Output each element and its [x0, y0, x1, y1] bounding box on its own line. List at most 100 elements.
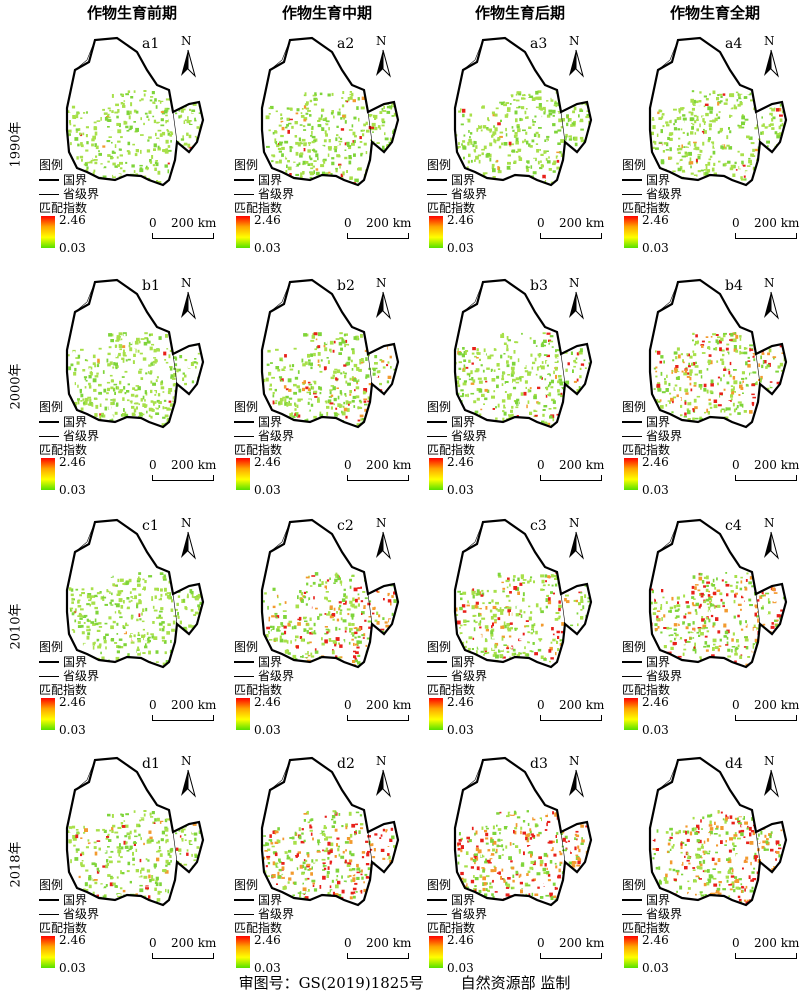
legend-provincial-label: 省级界: [63, 187, 100, 201]
legend-provincial-label: 省级界: [451, 669, 488, 683]
national-boundary-line: [648, 278, 788, 429]
national-boundary-line: [453, 756, 593, 907]
colorbar-min: 0.03: [254, 241, 281, 255]
national-boundary-symbol: [39, 661, 59, 663]
scale-distance: 200 km: [171, 458, 217, 472]
legend-national-boundary: 国界: [234, 655, 354, 669]
legend-national-label: 国界: [258, 415, 283, 429]
map-legend: 图例 国界 省级界 匹配指数 2.46 0.03: [234, 158, 354, 255]
scale-distance: 200 km: [754, 458, 800, 472]
colorbar-min: 0.03: [447, 723, 474, 737]
national-boundary-line: [260, 518, 400, 669]
match-index-colorbar: [41, 698, 55, 730]
legend-provincial-label: 省级界: [451, 187, 488, 201]
legend-national-label: 国界: [646, 415, 671, 429]
legend-provincial-boundary: 省级界: [39, 669, 159, 683]
national-boundary-line: [260, 36, 400, 187]
match-index-colorbar: [41, 458, 55, 490]
map-legend: 图例 国界 省级界 匹配指数 2.46 0.03: [622, 400, 742, 497]
colorbar-min: 0.03: [254, 723, 281, 737]
colorbar-max: 2.46: [254, 695, 281, 709]
map-panel: a2 N 图例 国界 省级界 匹配指数 2.46 0.03 0 200 km: [232, 30, 427, 265]
colorbar-max: 2.46: [254, 933, 281, 947]
legend-provincial-boundary: 省级界: [39, 429, 159, 443]
scale-bar: 0 200 km: [149, 458, 239, 488]
legend-provincial-boundary: 省级界: [622, 429, 742, 443]
colorbar-max: 2.46: [254, 213, 281, 227]
colorbar-min: 0.03: [59, 723, 86, 737]
north-label: N: [764, 516, 775, 530]
legend-provincial-boundary: 省级界: [234, 669, 354, 683]
scale-distance: 200 km: [754, 216, 800, 230]
scale-bar-line: [735, 233, 797, 239]
national-boundary-symbol: [622, 661, 642, 663]
region-fill: [650, 38, 786, 185]
scale-zero: 0: [344, 936, 352, 950]
region-map: [260, 36, 400, 187]
colorbar-max: 2.46: [642, 933, 669, 947]
legend-national-label: 国界: [451, 415, 476, 429]
colorbar-max: 2.46: [59, 213, 86, 227]
match-index-colorbar: [624, 698, 638, 730]
legend-index-title: 匹配指数: [234, 443, 283, 457]
legend-title: 图例: [622, 640, 647, 654]
provincial-boundary-symbol: [427, 436, 447, 437]
scale-bar: 0 200 km: [732, 936, 809, 966]
national-boundary-symbol: [39, 421, 59, 423]
region-map: [648, 36, 788, 187]
scale-bar-line: [540, 715, 602, 721]
north-arrow-icon: N: [372, 34, 394, 80]
scale-zero: 0: [537, 458, 545, 472]
colorbar-min: 0.03: [59, 961, 86, 975]
provincial-boundary-symbol: [234, 194, 254, 195]
legend-provincial-boundary: 省级界: [427, 429, 547, 443]
region-map: [65, 278, 205, 429]
match-index-colorbar: [429, 458, 443, 490]
legend-national-boundary: 国界: [234, 415, 354, 429]
scale-distance: 200 km: [366, 458, 412, 472]
map-legend: 图例 国界 省级界 匹配指数 2.46 0.03: [622, 878, 742, 975]
north-label: N: [376, 34, 387, 48]
match-index-colorbar: [41, 936, 55, 968]
region-map: [453, 36, 593, 187]
map-footer: 审图号：GS(2019)1825号 自然资源部 监制: [0, 972, 809, 993]
scale-distance: 200 km: [171, 216, 217, 230]
legend-national-boundary: 国界: [234, 173, 354, 187]
legend-index-title: 匹配指数: [622, 201, 671, 215]
legend-national-boundary: 国界: [39, 655, 159, 669]
national-boundary-symbol: [234, 421, 254, 423]
legend-index-title: 匹配指数: [234, 683, 283, 697]
scale-bar-line: [152, 953, 214, 959]
map-legend: 图例 国界 省级界 匹配指数 2.46 0.03: [39, 158, 159, 255]
provincial-boundary-symbol: [39, 914, 59, 915]
scale-bar: 0 200 km: [149, 698, 239, 728]
legend-national-boundary: 国界: [39, 415, 159, 429]
match-index-colorbar: [624, 936, 638, 968]
legend-provincial-label: 省级界: [258, 187, 295, 201]
legend-index-title: 匹配指数: [427, 921, 476, 935]
legend-provincial-label: 省级界: [63, 429, 100, 443]
scale-bar-line: [735, 715, 797, 721]
provincial-boundary-line: [657, 281, 761, 385]
legend-national-label: 国界: [63, 655, 88, 669]
legend-index-title: 匹配指数: [39, 921, 88, 935]
region-fill: [650, 520, 786, 667]
north-label: N: [569, 516, 580, 530]
legend-national-label: 国界: [646, 655, 671, 669]
provincial-boundary-symbol: [427, 914, 447, 915]
scale-bar: 0 200 km: [537, 936, 627, 966]
legend-title: 图例: [427, 400, 452, 414]
column-title: 作物生育前期: [86, 4, 177, 22]
north-arrow-icon: N: [760, 754, 782, 800]
scale-zero: 0: [149, 698, 157, 712]
scale-zero: 0: [537, 216, 545, 230]
legend-provincial-label: 省级界: [451, 429, 488, 443]
scale-distance: 200 km: [366, 936, 412, 950]
scale-zero: 0: [537, 936, 545, 950]
row-title: 2010年: [8, 603, 24, 650]
colorbar-max: 2.46: [447, 933, 474, 947]
legend-national-label: 国界: [63, 893, 88, 907]
colorbar-min: 0.03: [642, 961, 669, 975]
map-panel: a1 N 图例 国界 省级界 匹配指数 2.46 0.03 0 200 km: [37, 30, 232, 265]
scale-bar-line: [347, 475, 409, 481]
